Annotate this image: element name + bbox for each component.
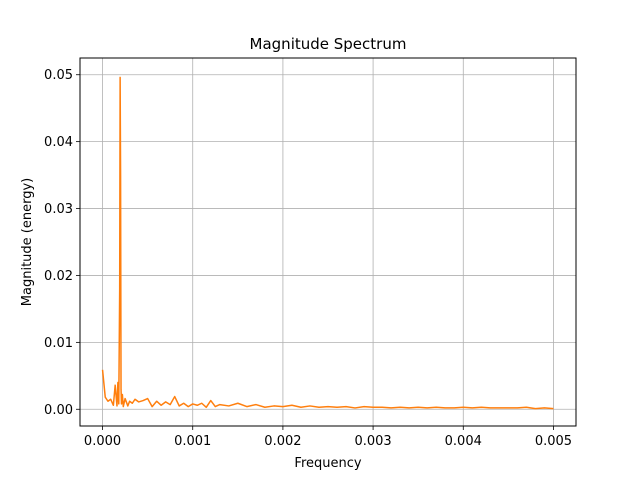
grid: [80, 58, 576, 426]
y-axis-label: Magnitude (energy): [20, 178, 35, 306]
x-tick-label: 0.002: [264, 434, 301, 449]
y-tick-label: 0.02: [44, 269, 73, 284]
x-axis: 0.000 0.001 0.002 0.003 0.004 0.005: [84, 426, 572, 449]
y-tick-label: 0.05: [44, 68, 73, 83]
y-tick-label: 0.00: [44, 403, 73, 418]
x-tick-label: 0.003: [354, 434, 391, 449]
y-tick-label: 0.01: [44, 336, 73, 351]
series-group: [101, 76, 554, 410]
x-tick-label: 0.004: [445, 434, 482, 449]
y-tick-label: 0.03: [44, 202, 73, 217]
series-line: [101, 76, 554, 410]
x-tick-label: 0.001: [174, 434, 211, 449]
chart-title: Magnitude Spectrum: [250, 35, 407, 53]
x-tick-label: 0.005: [535, 434, 572, 449]
x-tick-label: 0.000: [84, 434, 121, 449]
x-axis-label: Frequency: [294, 456, 361, 471]
y-axis: 0.00 0.01 0.02 0.03 0.04 0.05: [44, 68, 80, 418]
plot-frame: [79, 57, 577, 427]
y-tick-label: 0.04: [44, 135, 73, 150]
